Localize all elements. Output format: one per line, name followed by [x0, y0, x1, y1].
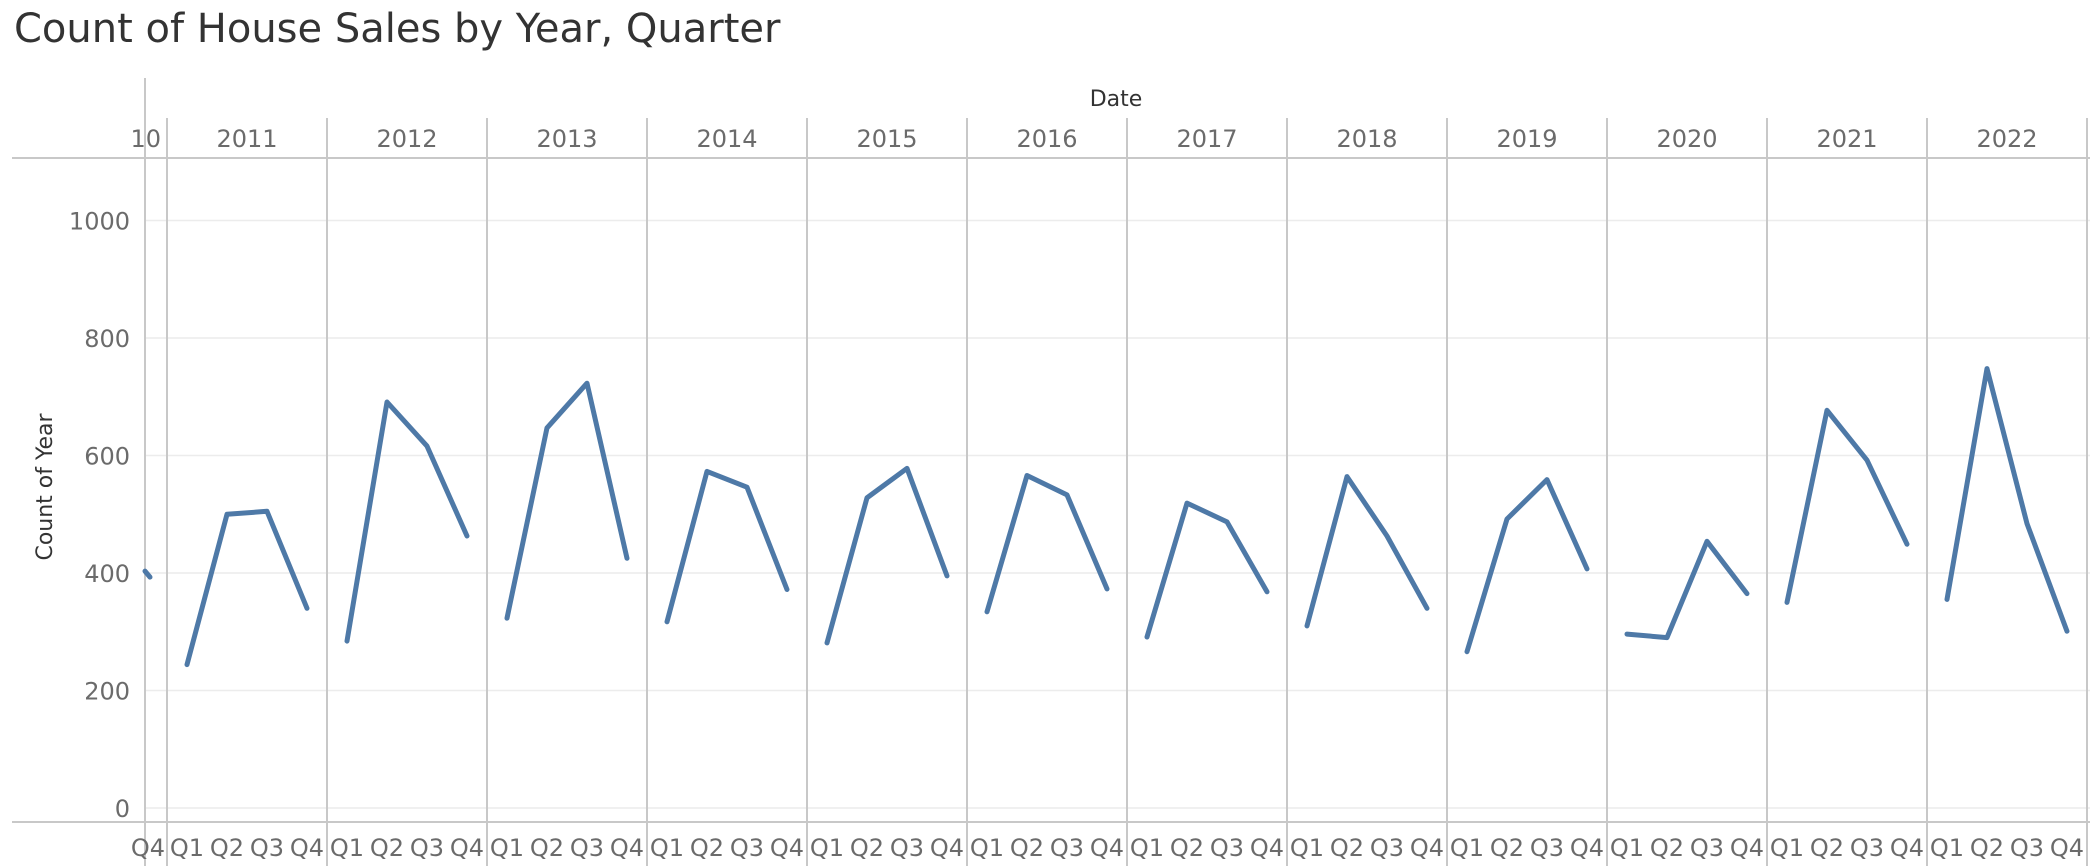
year-header-layer: 10 2011 2012 2013 2014 2015 2016 2017 2018 2019 20…	[130, 125, 2037, 153]
quarter-tick-label: Q4	[290, 834, 324, 862]
year-header-label: 10	[130, 125, 161, 153]
year-header-label: 2020	[1656, 125, 1717, 153]
quarter-tick-label: Q3	[1370, 834, 1404, 862]
series-line-2011	[184, 508, 310, 668]
quarter-tick-label: Q3	[1530, 834, 1564, 862]
y-tick-layer: 0 200 400 600 800 1000	[69, 208, 130, 824]
series-line-2022	[1944, 366, 2070, 634]
year-header-label: 2015	[856, 125, 917, 153]
quarter-tick-label: Q4	[131, 834, 165, 862]
series-line-2019	[1464, 477, 1590, 655]
series-line-2012	[344, 399, 470, 644]
quarter-tick-label: Q2	[530, 834, 564, 862]
series-line-2016	[984, 473, 1110, 615]
quarter-tick-label: Q1	[490, 834, 524, 862]
series-line-2014	[664, 468, 790, 625]
year-header-label: 2013	[536, 125, 597, 153]
y-tick-label: 1000	[69, 208, 130, 236]
quarter-tick-label: Q3	[1050, 834, 1084, 862]
quarter-tick-label: Q2	[1010, 834, 1044, 862]
series-line-layer	[142, 366, 2070, 668]
year-header-label: 2011	[216, 125, 277, 153]
quarter-tick-label: Q1	[650, 834, 684, 862]
year-header-label: 2019	[1496, 125, 1557, 153]
quarter-tick-label: Q2	[1170, 834, 1204, 862]
y-tick-label: 0	[115, 795, 130, 823]
quarter-tick-label: Q2	[1490, 834, 1524, 862]
year-header-label: 2014	[696, 125, 757, 153]
quarter-tick-label: Q1	[1290, 834, 1324, 862]
quarter-tick-label: Q2	[370, 834, 404, 862]
quarter-tick-label: Q1	[1450, 834, 1484, 862]
quarter-tick-label: Q4	[2050, 834, 2084, 862]
year-header-label: 2017	[1176, 125, 1237, 153]
quarter-tick-label: Q2	[1970, 834, 2004, 862]
quarter-tick-label: Q3	[1690, 834, 1724, 862]
column-header: Date	[1090, 87, 1143, 112]
y-tick-label: 400	[84, 560, 130, 588]
year-header-label: 2021	[1816, 125, 1877, 153]
year-header-label: 2022	[1976, 125, 2037, 153]
y-axis-label: Count of Year	[33, 412, 58, 560]
quarter-tick-label: Q3	[2010, 834, 2044, 862]
chart-title: Count of House Sales by Year, Quarter	[14, 6, 781, 52]
quarter-tick-label: Q3	[570, 834, 604, 862]
series-line-2013	[504, 380, 630, 621]
quarter-tick-label: Q2	[1330, 834, 1364, 862]
quarter-tick-label: Q3	[890, 834, 924, 862]
series-line-2018	[1304, 474, 1430, 629]
series-line-2020	[1624, 538, 1750, 641]
grid-layer	[145, 219, 2090, 809]
y-tick-label: 800	[84, 325, 130, 353]
quarter-tick-label: Q2	[1650, 834, 1684, 862]
quarter-tick-label: Q3	[730, 834, 764, 862]
quarter-tick-label: Q4	[610, 834, 644, 862]
series-line-2017	[1144, 500, 1270, 640]
quarter-tick-label: Q4	[930, 834, 964, 862]
quarter-tick-label: Q1	[1610, 834, 1644, 862]
year-header-label: 2018	[1336, 125, 1397, 153]
quarter-tick-label: Q1	[330, 834, 364, 862]
quarter-tick-label: Q3	[1210, 834, 1244, 862]
quarter-tick-label: Q1	[810, 834, 844, 862]
frame-layer	[12, 78, 2090, 866]
quarter-tick-label: Q3	[1850, 834, 1884, 862]
series-line-2021	[1784, 407, 1910, 605]
quarter-tick-label: Q2	[210, 834, 244, 862]
quarter-tick-label: Q1	[1930, 834, 1964, 862]
quarter-tick-label: Q4	[770, 834, 804, 862]
quarter-tick-label: Q4	[1570, 834, 1604, 862]
quarter-tick-label: Q1	[1770, 834, 1804, 862]
y-tick-label: 200	[84, 678, 130, 706]
quarter-tick-label: Q3	[250, 834, 284, 862]
quarter-tick-label: Q4	[1890, 834, 1924, 862]
quarter-tick-label: Q3	[410, 834, 444, 862]
series-line-partial	[142, 568, 153, 580]
year-header-label: 2012	[376, 125, 437, 153]
quarter-tick-label: Q4	[1730, 834, 1764, 862]
quarter-tick-label: Q4	[1410, 834, 1444, 862]
quarter-tick-label: Q2	[690, 834, 724, 862]
quarter-tick-label: Q1	[970, 834, 1004, 862]
quarter-tick-layer: Q4 Q1 Q2 Q3 Q4 Q1 Q2 Q3 Q4 Q1 Q2 Q3 Q4 Q1 Q2 Q3 Q4 Q1 Q2 Q3…	[131, 834, 2084, 862]
quarter-tick-label: Q1	[170, 834, 204, 862]
quarter-tick-label: Q4	[450, 834, 484, 862]
quarter-tick-label: Q1	[1130, 834, 1164, 862]
year-header-label: 2016	[1016, 125, 1077, 153]
quarter-tick-label: Q4	[1250, 834, 1284, 862]
quarter-tick-label: Q4	[1090, 834, 1124, 862]
y-tick-label: 600	[84, 443, 130, 471]
series-line-2015	[824, 465, 950, 646]
quarter-tick-label: Q2	[850, 834, 884, 862]
quarter-tick-label: Q2	[1810, 834, 1844, 862]
